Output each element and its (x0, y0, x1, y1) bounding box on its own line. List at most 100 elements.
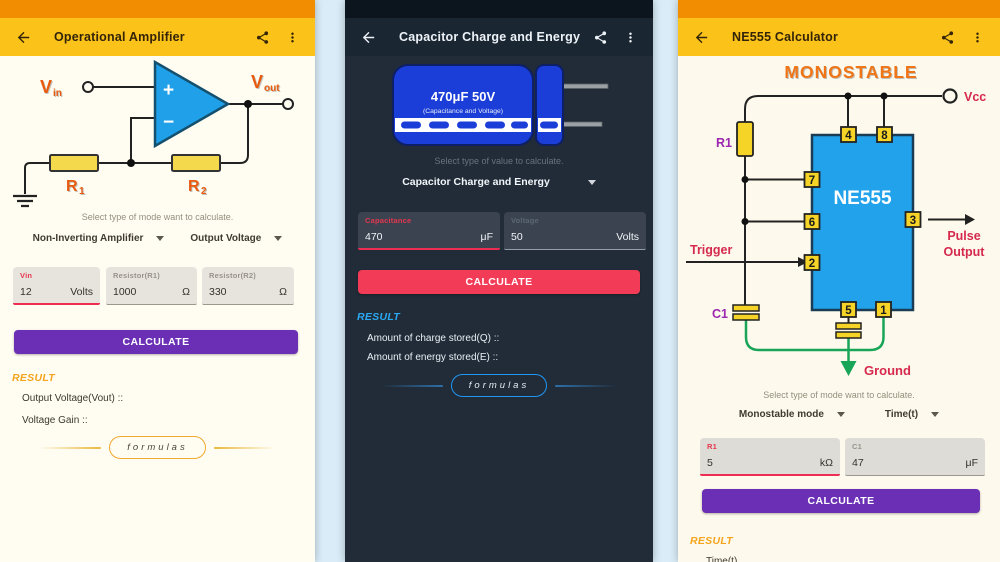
calculate-button[interactable]: CALCULATE (358, 270, 640, 294)
output-arrowhead (965, 214, 975, 225)
r1-input[interactable]: R1 5 kΩ (700, 438, 840, 476)
field-label: Voltage (511, 216, 539, 225)
capacitance-input[interactable]: Capacitance 470 μF (358, 212, 500, 250)
field-label: Capacitance (365, 216, 412, 225)
chevron-down-icon (587, 179, 596, 185)
bypass-capacitor (835, 322, 862, 330)
result-line: Voltage Gain :: (22, 415, 88, 426)
vcc-terminal (942, 88, 958, 104)
junction-dot (741, 176, 749, 183)
c1-input[interactable]: C1 47 μF (845, 438, 985, 476)
panel-ne555: NE555 Calculator MONOSTABLE (678, 0, 1000, 562)
trigger-arrowhead (798, 257, 808, 267)
calc-type-dropdown[interactable]: Output Voltage (190, 233, 283, 244)
capacitor-c1 (732, 313, 760, 321)
junction-dot (127, 159, 135, 167)
capacitor-lead (561, 121, 603, 127)
vin-label-sub: in (53, 88, 62, 99)
capacitor-rating-label: 470μF 50V (431, 89, 496, 104)
app-bar: NE555 Calculator (678, 18, 1000, 56)
resistor-r1-input[interactable]: Resistor(R1) 1000 Ω (106, 267, 197, 305)
pin-1: 1 (880, 305, 887, 317)
page-title: Operational Amplifier (54, 30, 185, 44)
app-bar: Operational Amplifier (0, 18, 315, 56)
formulas-button[interactable]: formulas (450, 374, 548, 397)
ground-wire (744, 317, 885, 361)
pulse-output-label-line1: Pulse (947, 229, 980, 243)
dropdown-row: Capacitor Charge and Energy (345, 176, 653, 188)
panel-opamp: Operational Amplifier + − (0, 0, 315, 562)
calculate-button[interactable]: CALCULATE (702, 489, 980, 513)
share-icon[interactable] (252, 27, 272, 47)
menu-icon[interactable] (967, 27, 987, 47)
calculate-button[interactable]: CALCULATE (14, 330, 298, 354)
mode-dropdown[interactable]: Non-Inverting Amplifier (33, 233, 165, 244)
r1-label: R (66, 178, 78, 195)
result-heading: RESULT (690, 535, 734, 547)
trigger-label: Trigger (690, 243, 733, 257)
c1-label: C1 (712, 307, 728, 321)
formulas-row: formulas (345, 374, 653, 397)
pin-6: 6 (809, 217, 815, 229)
app-bar: Capacitor Charge and Energy (345, 18, 653, 56)
pin-8: 8 (881, 130, 888, 142)
vin-input[interactable]: Vin 12 Volts (13, 267, 100, 305)
calc-type-dropdown[interactable]: Capacitor Charge and Energy (402, 176, 596, 188)
back-icon[interactable] (691, 27, 711, 47)
vcc-label: Vcc (964, 90, 986, 104)
voltage-input[interactable]: Voltage 50 Volts (504, 212, 646, 250)
resistor-r2-input[interactable]: Resistor(R2) 330 Ω (202, 267, 294, 305)
vout-label-sub: out (264, 83, 280, 94)
menu-icon[interactable] (620, 27, 640, 47)
menu-icon[interactable] (282, 27, 302, 47)
pin-3: 3 (910, 215, 916, 227)
result-line: Output Voltage(Vout) :: (22, 393, 124, 404)
mode-title: MONOSTABLE (784, 62, 917, 82)
capacitor-body (392, 64, 534, 146)
capacitor-lead (561, 83, 609, 89)
back-icon[interactable] (358, 27, 378, 47)
r1-label: R1 (716, 136, 732, 150)
vout-label: V (251, 72, 263, 92)
junction-dot (244, 100, 252, 108)
field-value: 470 (365, 231, 383, 243)
opamp-plus-input: + (163, 80, 174, 101)
pin-boxes (803, 126, 922, 318)
result-line: Amount of energy stored(E) :: (367, 352, 499, 363)
share-icon[interactable] (590, 27, 610, 47)
dropdown-row: Non-Inverting Amplifier Output Voltage (0, 233, 315, 244)
field-label: Vin (20, 271, 33, 280)
pin-4: 4 (845, 130, 852, 142)
ground-arrowhead (840, 361, 857, 376)
mode-dropdown[interactable]: Monostable mode (739, 409, 845, 420)
back-icon[interactable] (13, 27, 33, 47)
mode-hint: Select type of mode want to calculate. (763, 390, 915, 400)
pin-7: 7 (809, 175, 815, 187)
status-bar (345, 0, 653, 18)
opamp-minus-input: − (163, 112, 174, 133)
field-value: 1000 (113, 286, 137, 298)
opamp-triangle (153, 59, 231, 149)
calc-type-dropdown[interactable]: Time(t) (885, 409, 940, 420)
calc-type-dropdown-value: Capacitor Charge and Energy (402, 176, 550, 188)
ne555-circuit-diagram: MONOSTABLE (686, 62, 986, 378)
r2-label-sub: 2 (201, 186, 207, 197)
vin-terminal (82, 81, 94, 93)
vout-terminal (282, 98, 294, 110)
capacitor-c1 (732, 304, 760, 312)
r1-label-sub: 1 (79, 186, 85, 197)
share-icon[interactable] (937, 27, 957, 47)
junction-dot (741, 218, 749, 225)
ne555-chip (810, 133, 915, 312)
formulas-button[interactable]: formulas (109, 436, 206, 459)
panel-capacitor: Capacitor Charge and Energy 470μF 50V (C… (345, 0, 653, 562)
field-label: Resistor(R1) (113, 271, 160, 280)
r2-label: R (188, 178, 200, 195)
field-unit: Ω (279, 286, 287, 298)
dropdown-row: Monostable mode Time(t) (678, 409, 1000, 420)
capacitor-illustration: 470μF 50V (Capacitance and Voltage) (392, 64, 609, 146)
formulas-row: formulas (0, 436, 315, 459)
field-value: 50 (511, 231, 523, 243)
field-value: 12 (20, 286, 32, 298)
resistor-r1 (49, 154, 99, 172)
